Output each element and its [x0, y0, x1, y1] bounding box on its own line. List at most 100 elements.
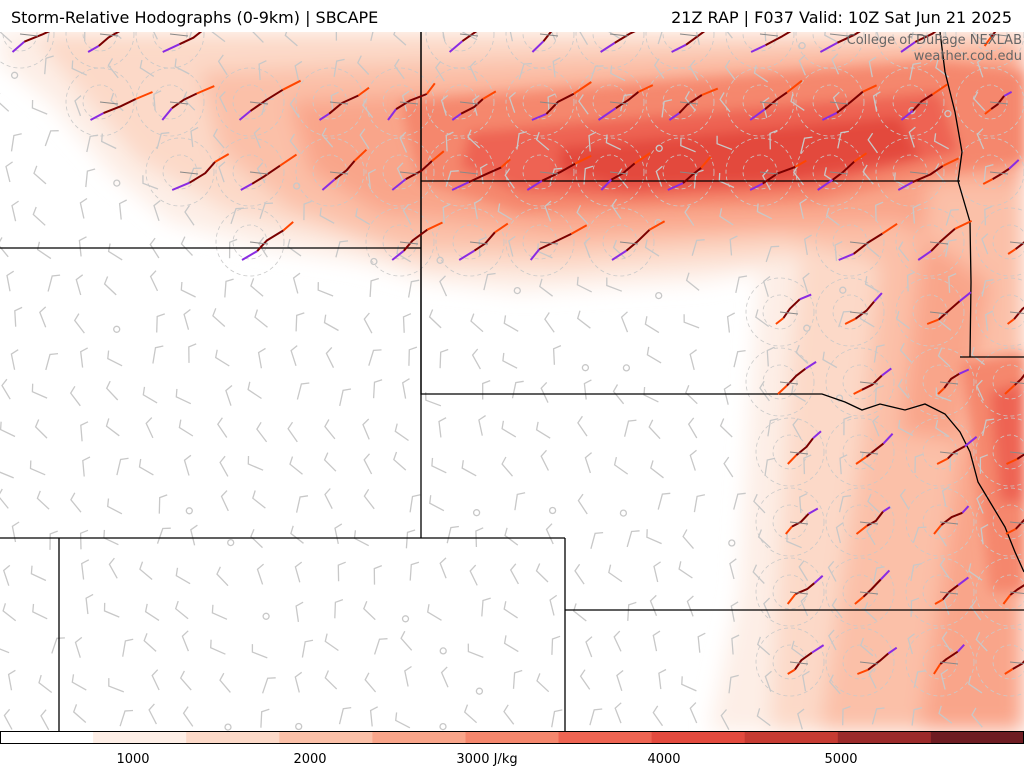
- wind-barb: [514, 492, 526, 511]
- wind-barb: [210, 639, 226, 655]
- hodograph-trace: [282, 79, 302, 91]
- wind-barb: [85, 593, 94, 615]
- storm-motion-vector: [829, 101, 849, 105]
- map-panel[interactable]: [0, 32, 1024, 731]
- hodograph-trace: [391, 178, 407, 191]
- wind-barb: [362, 418, 370, 440]
- wind-barb: [800, 595, 809, 617]
- wind-barb: [439, 557, 447, 579]
- wind-barb: [339, 388, 352, 407]
- hodograph-trace: [241, 250, 258, 261]
- credit-org: College of DuPage NEXLAB: [846, 33, 1022, 48]
- hodograph-ring: [975, 627, 1024, 697]
- wind-barb: [691, 239, 705, 256]
- wind-barb: [103, 276, 117, 296]
- storm-motion-vector: [859, 381, 879, 385]
- wind-barb: [107, 350, 123, 367]
- storm-motion-vector: [989, 33, 1009, 37]
- wind-barb: [301, 639, 314, 658]
- hodograph-trace: [861, 374, 883, 391]
- wind-barb: [394, 58, 405, 80]
- storm-motion-vector: [539, 101, 559, 105]
- wind-barb: [75, 274, 84, 296]
- wind-barb: [256, 563, 265, 585]
- hodograph-trace: [1013, 306, 1024, 320]
- hodograph-trace: [942, 157, 960, 167]
- wind-barb: [827, 560, 837, 582]
- hodograph-trace: [853, 388, 863, 395]
- wind-barb: [36, 490, 50, 510]
- wind-barb: [968, 563, 983, 581]
- hodograph-trace: [1002, 594, 1011, 605]
- wind-barb: [682, 529, 694, 550]
- wind-barb: [462, 32, 478, 41]
- storm-motion-vector: [939, 591, 959, 595]
- storm-motion-vector: [609, 33, 629, 37]
- hodograph-trace: [196, 85, 215, 95]
- hodograph-trace: [538, 232, 572, 251]
- wind-barb: [334, 523, 343, 545]
- hodograph-ring: [825, 347, 895, 417]
- hodograph-trace: [668, 112, 680, 121]
- wind-barb: [683, 314, 700, 329]
- hodograph-trace: [933, 663, 942, 675]
- hodograph-trace: [531, 112, 547, 121]
- hodograph-trace: [983, 36, 992, 47]
- wind-barb: [296, 382, 310, 400]
- wind-barb: [51, 637, 65, 654]
- hodograph-ring: [922, 644, 958, 680]
- hodograph-ring: [905, 487, 975, 557]
- hodograph-trace: [353, 148, 368, 162]
- storm-motion-vector: [99, 33, 119, 37]
- storm-motion-vector: [759, 171, 779, 175]
- wind-barb: [473, 198, 482, 220]
- wind-barb: [80, 421, 89, 442]
- wind-barb: [976, 492, 984, 514]
- wind-barb: [828, 629, 837, 651]
- hodograph-ring: [975, 417, 1024, 487]
- storm-motion-vector: [459, 33, 479, 37]
- wind-barb: [652, 630, 661, 652]
- hodograph-trace: [990, 95, 1005, 110]
- wind-barb: [39, 306, 47, 328]
- wind-barb: [579, 32, 589, 46]
- storm-motion-vector: [619, 241, 639, 245]
- hodograph-ring: [575, 32, 645, 69]
- storm-motion-vector: [849, 241, 869, 245]
- hodograph-trace: [762, 165, 796, 185]
- hodograph-ring: [215, 207, 285, 277]
- wind-barb: [290, 345, 298, 366]
- storm-motion-vector: [859, 591, 879, 595]
- wind-barb: [369, 706, 379, 727]
- wind-barb: [547, 93, 556, 114]
- wind-barb: [652, 705, 664, 727]
- wind-barb: [30, 565, 47, 582]
- wind-barb: [116, 457, 129, 476]
- wind-barb: [149, 237, 160, 259]
- wind-barb: [1, 378, 11, 400]
- hodograph-trace: [574, 155, 592, 165]
- wind-barb: [764, 670, 772, 692]
- wind-barb: [899, 488, 910, 510]
- wind-barb: [898, 241, 910, 262]
- wind-barb: [108, 557, 118, 579]
- wind-barb: [868, 667, 877, 689]
- wind-barb: [935, 419, 950, 438]
- calm-wind-marker: [619, 509, 628, 517]
- wind-barb: [976, 379, 984, 401]
- wind-barb: [970, 599, 982, 621]
- storm-motion-vector: [249, 241, 269, 245]
- hodograph-ring: [295, 137, 365, 207]
- hodograph-trace: [357, 86, 370, 97]
- wind-barb: [335, 240, 349, 258]
- hodograph-trace: [900, 41, 916, 53]
- storm-motion-vector: [399, 101, 419, 105]
- storm-motion-vector: [329, 101, 349, 105]
- hodograph-trace: [448, 40, 464, 53]
- hodograph-ring: [772, 504, 808, 540]
- wind-barb: [46, 32, 50, 43]
- storm-motion-vector: [249, 101, 269, 105]
- wind-barb: [658, 668, 667, 690]
- hodograph-trace: [249, 88, 284, 112]
- wind-barb: [653, 561, 661, 583]
